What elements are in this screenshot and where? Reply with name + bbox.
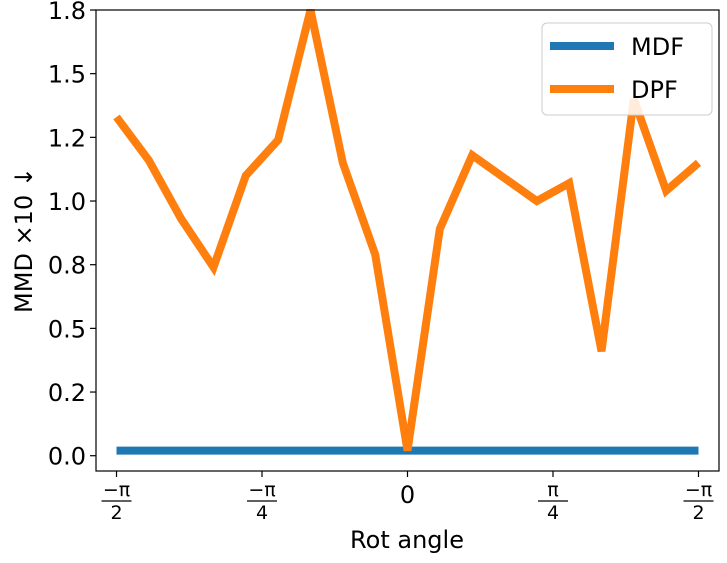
x-tick-label: −π2 [683, 479, 714, 524]
x-axis-label: Rot angle [350, 526, 464, 554]
y-tick-label: 1.5 [48, 61, 86, 89]
x-axis: −π2−π40 π4−π2 [101, 471, 714, 524]
y-tick-label: 0.0 [48, 443, 86, 471]
x-tick-denominator: 2 [692, 502, 704, 524]
y-tick-label: 1.0 [48, 188, 86, 216]
y-tick-label: 0.2 [48, 379, 86, 407]
x-tick-label: 0 [400, 481, 415, 509]
x-tick-label: −π2 [101, 479, 132, 524]
x-tick-label: π4 [537, 479, 568, 524]
y-tick-label: 1.2 [48, 124, 86, 152]
x-tick-label: −π4 [247, 479, 278, 524]
y-tick-label: 0.8 [48, 252, 86, 280]
x-tick-numerator: −π [248, 479, 275, 501]
y-tick-label: 0.5 [48, 315, 86, 343]
y-axis-label: MMD ×10 ↓ [10, 167, 38, 313]
x-tick-numerator: −π [685, 479, 712, 501]
x-tick-denominator: 4 [256, 502, 268, 524]
series-layer [113, 9, 702, 455]
x-tick-numerator: π [547, 479, 558, 501]
legend-box [541, 22, 713, 116]
x-tick-numerator: −π [103, 479, 130, 501]
x-tick-denominator: 4 [547, 502, 559, 524]
legend-label-dpf: DPF [631, 76, 678, 104]
legend: MDF DPF [541, 22, 713, 116]
y-axis: 0.0 0.2 0.5 0.8 1.0 1.2 1.5 1.8 [48, 0, 96, 471]
y-tick-label: 1.8 [48, 0, 86, 25]
series-line-dpf [113, 9, 702, 452]
x-tick-denominator: 2 [110, 502, 122, 524]
legend-label-mdf: MDF [631, 33, 684, 61]
